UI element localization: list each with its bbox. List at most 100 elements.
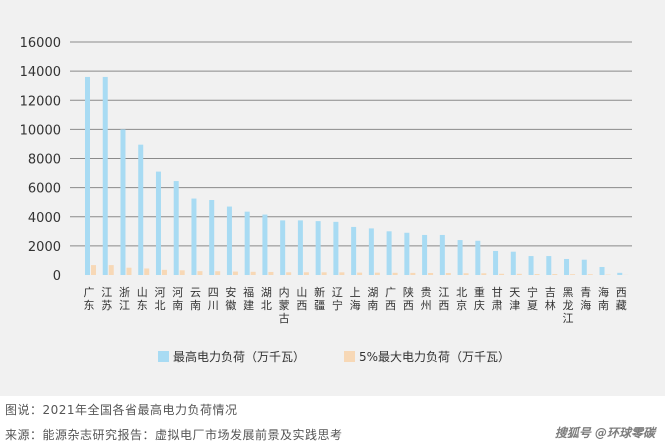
x-tick-label: 河南 <box>172 286 183 312</box>
bar-5pct-load-21 <box>463 273 469 275</box>
bar-5pct-load-9 <box>250 271 256 275</box>
y-axis-ticks: 0 2000 4000 6000 8000 10000 12000 14000 16000 <box>20 36 61 284</box>
bar-5pct-load-28 <box>587 274 593 275</box>
bar-5pct-load-18 <box>410 272 416 275</box>
bar-5pct-load-22 <box>481 273 487 275</box>
bar-5pct-load-20 <box>445 272 451 275</box>
bar-max-load-29 <box>599 266 605 275</box>
y-tick-label: 8000 <box>28 153 61 168</box>
legend-swatch-series-1 <box>158 351 169 362</box>
bar-5pct-load-6 <box>197 271 203 275</box>
source-note: 来源：能源杂志研究报告：虚拟电厂市场发展前景及实践思考 <box>5 428 343 442</box>
bar-max-load-17 <box>386 231 392 275</box>
bar-max-load-7 <box>209 200 215 275</box>
x-tick-label: 吉林 <box>545 286 556 312</box>
bar-max-load-26 <box>546 256 552 275</box>
x-tick-label: 内蒙古 <box>279 285 290 325</box>
bar-max-load-2 <box>120 129 126 275</box>
x-tick-label: 广西 <box>385 286 396 312</box>
x-tick-label: 江西 <box>438 286 449 312</box>
bar-max-load-28 <box>581 259 587 275</box>
x-tick-label: 海南 <box>598 285 609 312</box>
bar-5pct-load-16 <box>374 272 380 275</box>
bar-max-load-8 <box>226 206 232 275</box>
chart-panel: 0 2000 4000 6000 8000 10000 12000 14000 16000 广东… <box>0 0 665 396</box>
bar-5pct-load-10 <box>268 271 274 275</box>
bar-max-load-14 <box>333 221 339 275</box>
x-tick-label: 西藏 <box>616 286 627 312</box>
bar-max-load-19 <box>422 234 428 275</box>
bar-5pct-load-15 <box>357 272 363 275</box>
bar-max-load-4 <box>155 171 161 275</box>
x-tick-label: 北京 <box>456 286 467 312</box>
bar-max-load-15 <box>351 226 357 275</box>
x-tick-label: 辽宁 <box>332 286 343 312</box>
watermark: 搜狐号 @环球零碳 <box>554 426 655 440</box>
legend: 最高电力负荷（万千瓦） 5%最大电力负荷（万千瓦） <box>158 349 510 364</box>
bar-max-load-27 <box>564 258 570 275</box>
x-tick-label: 广东 <box>84 286 95 312</box>
x-tick-label: 重庆 <box>474 285 485 312</box>
bar-5pct-load-1 <box>108 265 114 275</box>
x-tick-label: 安徽 <box>225 285 236 312</box>
y-tick-label: 4000 <box>28 211 61 226</box>
bar-5pct-load-24 <box>516 273 522 275</box>
bar-max-load-23 <box>493 250 499 275</box>
bar-max-load-12 <box>297 220 303 275</box>
bar-5pct-load-0 <box>91 265 96 275</box>
x-tick-label: 江苏 <box>101 286 112 312</box>
figure-caption: 图说：2021年全国各省最高电力负荷情况 <box>5 403 238 417</box>
x-tick-label: 浙江 <box>119 286 130 312</box>
x-tick-label: 陕西 <box>403 285 414 312</box>
bar-max-load-21 <box>457 240 463 275</box>
y-tick-label: 10000 <box>20 123 61 138</box>
bar-max-load-22 <box>475 240 481 275</box>
x-tick-label: 新疆 <box>314 285 325 312</box>
y-tick-label: 0 <box>53 269 61 284</box>
bar-5pct-load-17 <box>392 272 398 275</box>
x-tick-label: 山东 <box>137 286 148 312</box>
bar-max-load-3 <box>138 144 144 275</box>
bar-5pct-load-14 <box>339 272 345 275</box>
bar-max-load-1 <box>102 76 108 275</box>
bar-5pct-load-19 <box>428 272 434 275</box>
bar-5pct-load-27 <box>570 274 576 275</box>
bar-5pct-load-8 <box>232 271 238 275</box>
bar-5pct-load-12 <box>303 272 309 275</box>
x-tick-label: 四川 <box>208 286 219 312</box>
bar-5pct-load-11 <box>286 272 292 275</box>
legend-label-series-1: 最高电力负荷（万千瓦） <box>173 349 305 364</box>
legend-label-series-2: 5%最大电力负荷（万千瓦） <box>359 350 510 364</box>
x-tick-label: 云南 <box>190 286 201 312</box>
bar-5pct-load-2 <box>126 267 132 275</box>
legend-swatch-series-2 <box>344 351 355 362</box>
y-tick-label: 14000 <box>20 65 61 80</box>
bar-max-load-13 <box>315 221 321 275</box>
bar-max-load-11 <box>280 220 286 275</box>
bar-max-load-20 <box>439 234 445 275</box>
bar-max-load-24 <box>510 251 516 275</box>
bar-max-load-5 <box>173 181 179 275</box>
x-tick-label: 黑龙江 <box>563 286 574 325</box>
x-tick-label: 青海 <box>580 286 591 312</box>
y-tick-label: 16000 <box>20 36 61 51</box>
x-tick-label: 甘肃 <box>492 286 503 312</box>
bar-max-load-18 <box>404 232 410 275</box>
x-tick-label: 上海 <box>350 286 361 312</box>
x-tick-label: 湖北 <box>261 286 272 312</box>
bar-max-load-10 <box>262 214 268 275</box>
bar-max-load-6 <box>191 198 197 275</box>
x-tick-label: 山西 <box>296 286 307 312</box>
x-tick-label: 贵州 <box>421 286 432 312</box>
bar-max-load-0 <box>85 76 90 275</box>
x-tick-label: 宁夏 <box>527 285 538 312</box>
bar-5pct-load-7 <box>215 271 221 275</box>
grid-layer <box>70 41 632 247</box>
bar-max-load-16 <box>368 228 374 275</box>
x-tick-label: 天津 <box>509 286 520 312</box>
bar-chart: 0 2000 4000 6000 8000 10000 12000 14000 16000 广东… <box>20 36 632 364</box>
bar-max-load-9 <box>244 211 250 275</box>
bars-layer <box>85 76 629 275</box>
bar-max-load-30 <box>617 272 623 275</box>
y-tick-label: 6000 <box>28 182 61 197</box>
